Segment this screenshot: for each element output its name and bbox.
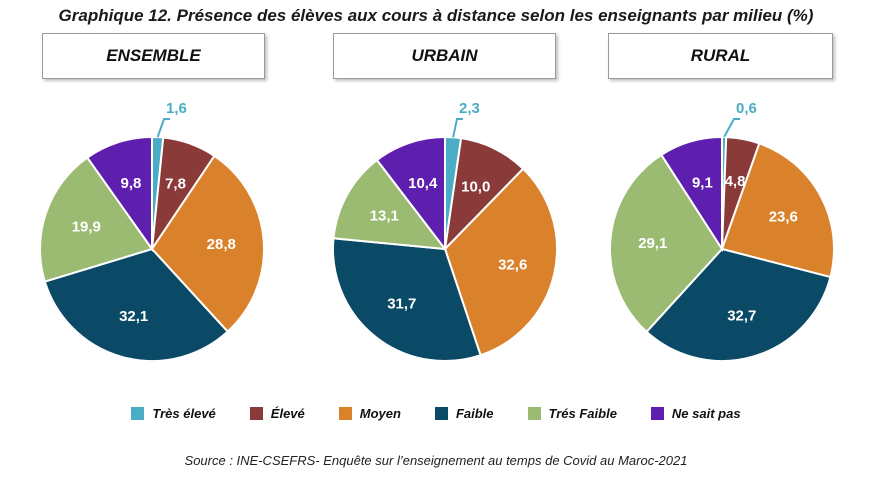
legend-item-tres-eleve: Très élevé: [131, 406, 216, 421]
data-label: 29,1: [638, 235, 667, 252]
legend-item-moyen: Moyen: [338, 406, 401, 421]
legend-swatch: [249, 407, 263, 420]
pie-slice: [39, 156, 154, 283]
pie-slice: [332, 237, 482, 362]
data-label: 23,6: [769, 208, 798, 225]
data-label: 32,6: [498, 256, 527, 273]
legend-item-faible: Faible: [434, 406, 494, 421]
legend-label: Faible: [455, 406, 494, 421]
data-label: 10,4: [408, 175, 438, 192]
pie-charts: 1,6 7,8 28,8 32,1 19,9 9,8 2,3 10,0 32,6 31,7 13,1…: [39, 100, 835, 362]
legend-swatch: [338, 407, 352, 420]
pie-title-urbain: URBAIN: [333, 33, 556, 79]
data-label: 10,0: [461, 179, 490, 196]
legend-swatch: [131, 407, 145, 420]
leader-line: [723, 118, 740, 138]
legend-swatch: [527, 407, 541, 420]
data-label: 19,9: [72, 219, 101, 236]
data-label: 32,1: [119, 308, 148, 325]
data-label: 32,7: [727, 308, 756, 325]
data-label: 13,1: [370, 207, 399, 224]
legend-label: Ne sait pas: [671, 406, 741, 421]
legend-item-ne-sait-pas: Ne sait pas: [650, 406, 741, 421]
legend: Très élevé Élevé Moyen Faible Trés Faibl…: [0, 406, 872, 421]
data-label: 31,7: [387, 295, 416, 312]
pie-slice: [332, 158, 448, 251]
legend-label: Élevé: [270, 406, 305, 421]
data-label: 7,8: [165, 176, 186, 193]
leader-line: [156, 118, 170, 138]
legend-swatch: [650, 407, 664, 420]
legend-item-eleve: Élevé: [249, 406, 305, 421]
data-label: 9,1: [692, 174, 713, 191]
pie-title-rural: RURAL: [608, 33, 833, 79]
data-label: 4,8: [725, 173, 746, 190]
pie-slice: [150, 154, 265, 334]
pie-slice: [645, 247, 832, 362]
data-label: 28,8: [207, 236, 236, 253]
legend-label: Très élevé: [152, 406, 216, 421]
pie-title-ensemble: ENSEMBLE: [42, 33, 265, 79]
leader-line: [452, 118, 463, 138]
legend-swatch: [434, 407, 448, 420]
legend-label: Trés Faible: [548, 406, 617, 421]
pie-slice: [85, 135, 153, 253]
data-label: 9,8: [121, 175, 142, 192]
data-label: 2,3: [459, 100, 480, 117]
data-label: 1,6: [166, 100, 187, 117]
legend-item-tres-faible: Trés Faible: [527, 406, 617, 421]
chart-title: Graphique 12. Présence des élèves aux co…: [58, 6, 814, 25]
pie-slice: [43, 247, 230, 362]
pie-slice: [659, 135, 723, 253]
legend-label: Moyen: [359, 406, 401, 421]
data-label: 0,6: [736, 100, 757, 117]
pie-slice: [443, 167, 558, 357]
source-note: Source : INE-CSEFRS- Enquête sur l’ensei…: [184, 453, 688, 468]
pie-slice: [720, 142, 835, 279]
pie-slice: [375, 135, 446, 252]
pie-slice: [609, 153, 724, 334]
